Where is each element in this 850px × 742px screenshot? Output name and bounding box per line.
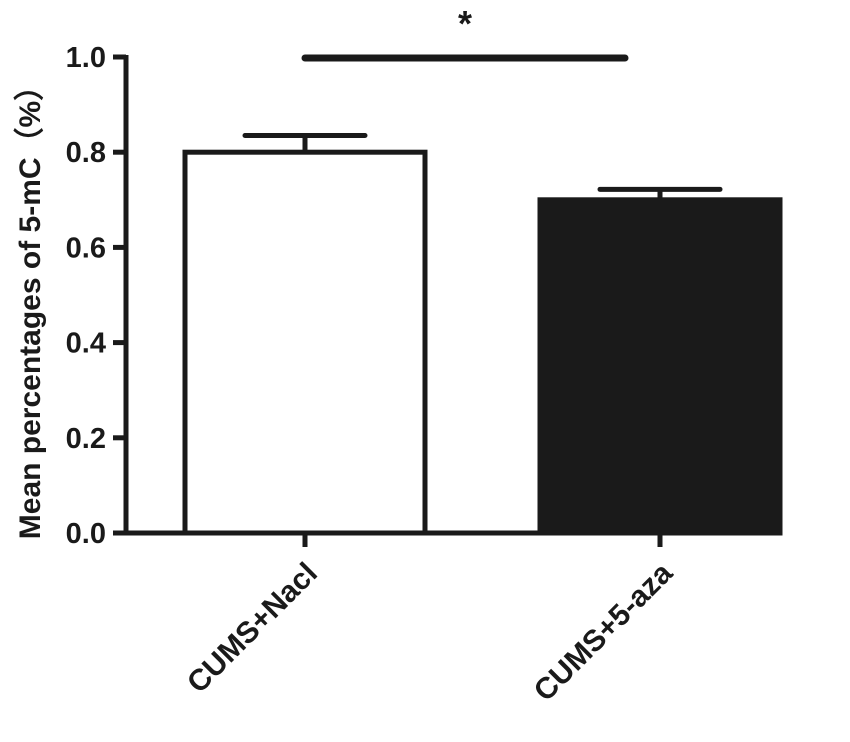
x-tick-label: CUMS+5-aza [528,556,679,707]
y-tick-label: 0.2 [66,423,106,455]
y-tick-label: 0.0 [66,518,106,550]
bar-0 [182,149,428,536]
annotations-group: * [301,3,629,62]
y-tick-label: 0.8 [66,137,106,169]
significance-asterisk: * [458,3,472,44]
bars-group [182,133,783,536]
y-tick-label: 0.6 [66,232,106,264]
y-tick-label: 0.4 [66,328,106,360]
y-tick-label: 1.0 [66,42,106,74]
bar-1 [537,197,783,536]
x-tick-label: CUMS+Nacl [181,557,324,700]
y-axis-label: Mean percentages of 5-mC（%） [13,71,47,539]
